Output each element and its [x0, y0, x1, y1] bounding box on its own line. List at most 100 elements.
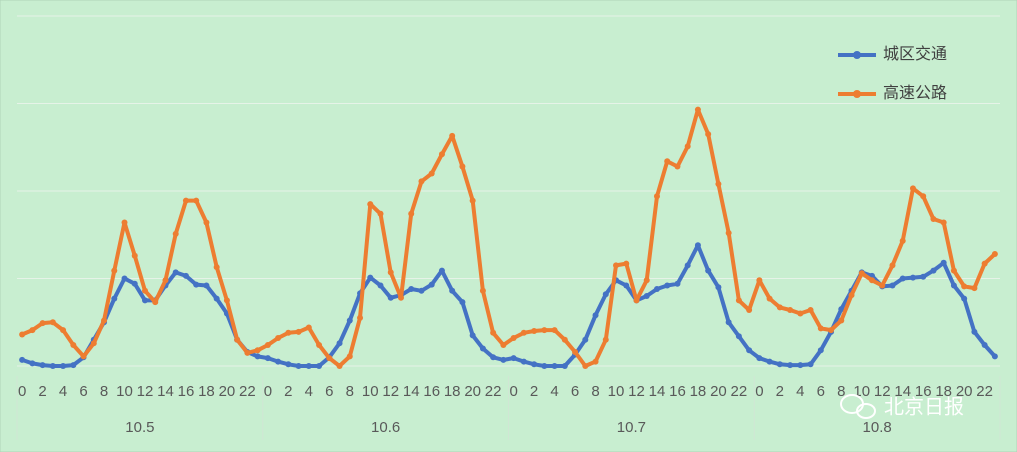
data-point	[715, 284, 722, 291]
data-point	[551, 327, 558, 334]
data-point	[449, 287, 456, 294]
data-point	[510, 335, 517, 341]
data-point	[80, 353, 87, 360]
data-point	[889, 282, 896, 289]
data-point	[500, 356, 507, 363]
x-tick-label: 16	[423, 383, 440, 400]
data-point	[70, 362, 77, 369]
data-point	[316, 342, 323, 348]
data-point	[643, 277, 650, 284]
x-tick-label: 0	[509, 383, 517, 400]
data-point	[60, 327, 67, 334]
data-point	[664, 158, 671, 165]
data-point	[459, 299, 466, 306]
x-tick-label: 4	[59, 383, 67, 400]
watermark: 北京日报	[840, 394, 964, 419]
data-point	[90, 340, 97, 347]
data-point	[295, 328, 302, 335]
data-point	[275, 358, 282, 365]
data-point	[520, 329, 527, 336]
x-tick-label: 6	[817, 383, 825, 400]
data-point	[377, 210, 384, 217]
data-point	[428, 170, 435, 177]
x-tick-label: 10	[362, 383, 379, 400]
data-point	[776, 304, 783, 311]
data-point	[909, 274, 916, 281]
data-point	[705, 267, 712, 274]
data-point	[991, 251, 998, 257]
data-point	[418, 178, 425, 185]
x-tick-label: 2	[530, 383, 538, 400]
data-point	[725, 230, 732, 236]
data-point	[121, 275, 128, 282]
data-point	[653, 193, 660, 200]
data-point	[940, 219, 947, 226]
data-point	[357, 314, 364, 321]
data-point	[101, 317, 108, 324]
x-tick-label: 16	[669, 383, 686, 400]
data-point	[203, 282, 210, 289]
data-point	[182, 272, 189, 279]
data-point	[735, 333, 742, 340]
data-point	[572, 349, 579, 355]
x-tick-label: 20	[710, 383, 727, 400]
data-point	[367, 201, 374, 208]
data-point	[193, 197, 200, 204]
data-point	[172, 269, 179, 276]
data-point	[817, 325, 824, 332]
data-point	[602, 291, 609, 298]
x-tick-label: 18	[444, 383, 461, 400]
data-point	[172, 230, 179, 237]
data-point	[807, 307, 814, 313]
data-point	[213, 295, 220, 302]
x-tick-label: 8	[591, 383, 599, 400]
data-point	[858, 270, 865, 277]
x-tick-label: 18	[935, 383, 952, 400]
data-point	[613, 262, 620, 269]
data-point	[336, 363, 343, 369]
data-point	[39, 362, 46, 369]
x-group-label: 10.5	[125, 419, 154, 436]
data-point	[346, 353, 353, 360]
x-tick-label: 22	[239, 383, 256, 400]
data-point	[111, 267, 118, 274]
x-tick-label: 0	[18, 383, 26, 400]
x-tick-label: 18	[198, 383, 215, 400]
x-tick-label: 12	[874, 383, 891, 400]
data-point	[787, 362, 794, 369]
data-point	[19, 331, 26, 338]
data-point	[541, 327, 548, 334]
legend-label: 城区交通	[883, 45, 947, 63]
data-point	[49, 363, 56, 369]
data-point	[49, 319, 56, 326]
x-tick-label: 16	[178, 383, 195, 400]
data-point	[541, 363, 548, 369]
data-point	[111, 295, 118, 302]
x-tick-label: 4	[305, 383, 313, 400]
x-group-label: 10.8	[863, 419, 892, 436]
data-point	[674, 163, 681, 170]
x-tick-label: 6	[79, 383, 87, 400]
data-point	[940, 259, 947, 266]
data-point	[275, 335, 282, 341]
data-point	[797, 310, 804, 317]
x-tick-label: 14	[649, 383, 666, 400]
data-point	[254, 353, 261, 360]
data-point	[438, 151, 445, 158]
data-point	[39, 320, 46, 327]
data-point	[469, 197, 476, 204]
data-point	[418, 287, 425, 294]
data-point	[152, 299, 159, 306]
data-point	[561, 336, 568, 343]
data-point	[131, 252, 138, 259]
data-point	[377, 282, 384, 289]
data-point	[817, 347, 824, 354]
x-tick-label: 14	[894, 383, 911, 400]
x-tick-label: 14	[157, 383, 174, 400]
data-point	[29, 327, 36, 334]
data-point	[121, 219, 128, 226]
x-group-label: 10.6	[371, 419, 400, 436]
data-point	[838, 306, 845, 313]
x-tick-label: 4	[550, 383, 558, 400]
